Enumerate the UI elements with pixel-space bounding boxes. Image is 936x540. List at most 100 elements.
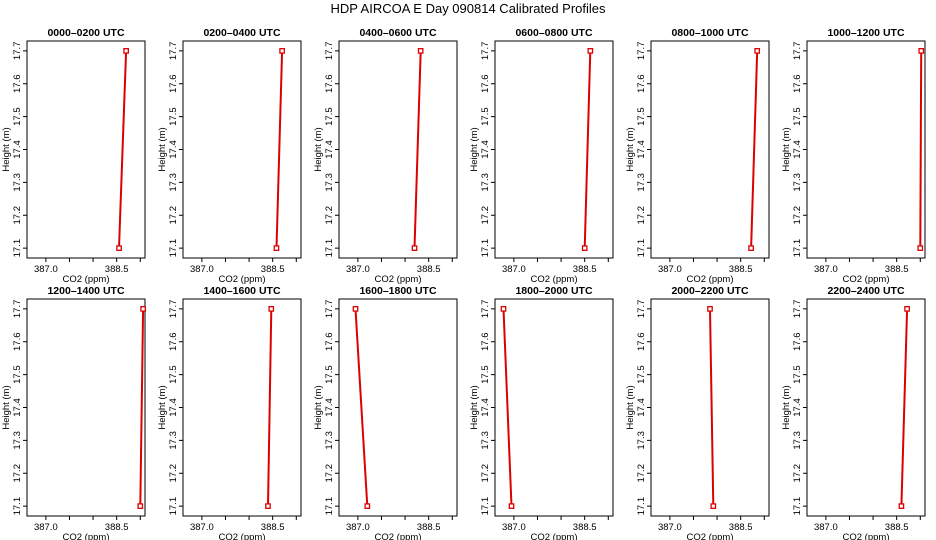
- chart-panel: 0200–0400 UTC 387.0 388.5 17.1 17.2 17.3 17.4 1…: [157, 27, 302, 285]
- x-axis-label: CO2 (ppm): [843, 274, 890, 285]
- chart-panel: 2200–2400 UTC 387.0 388.5 17.1 17.2 17.3 17.4 1…: [781, 285, 926, 540]
- y-tick-label: 17.5: [636, 365, 647, 384]
- chart-panel: 0800–1000 UTC 387.0 388.5 17.1 17.2 17.3 17.4 1…: [625, 27, 770, 285]
- y-tick-label: 17.7: [168, 300, 179, 319]
- data-point: [508, 503, 515, 509]
- x-tick-label: 387.0: [190, 522, 214, 533]
- y-tick-label: 17.1: [792, 239, 803, 257]
- y-tick-label: 17.5: [12, 365, 23, 384]
- y-tick-label: 17.1: [480, 239, 491, 257]
- profile-line: [354, 308, 369, 507]
- plot-frame: [338, 40, 458, 259]
- y-tick-label: 17.4: [168, 140, 179, 159]
- x-tick-label: 388.5: [105, 522, 129, 533]
- profile-line: [275, 50, 284, 249]
- y-tick-label: 17.1: [12, 497, 23, 516]
- chart-panel: 1400–1600 UTC 387.0 388.5 17.1 17.2 17.3 17.4 1…: [157, 285, 302, 540]
- y-tick-label: 17.3: [168, 431, 179, 450]
- y-tick-label: 17.7: [480, 300, 491, 319]
- x-tick-label: 387.0: [814, 522, 838, 533]
- data-point: [904, 306, 910, 312]
- profile-line: [139, 308, 145, 507]
- y-tick-label: 17.1: [12, 239, 23, 257]
- y-tick-label: 17.6: [792, 74, 803, 93]
- y-tick-label: 17.4: [168, 398, 179, 417]
- y-tick-label: 17.4: [324, 140, 335, 159]
- profile-line: [750, 50, 759, 249]
- profile-line: [919, 50, 923, 249]
- panel-title: 2200–2400 UTC: [827, 285, 904, 297]
- x-axis-label: CO2 (ppm): [219, 274, 266, 285]
- x-tick-label: 388.5: [729, 264, 753, 275]
- x-axis-label: CO2 (ppm): [63, 274, 110, 285]
- x-axis-label: CO2 (ppm): [375, 532, 422, 540]
- y-axis-label: Height (m): [313, 127, 324, 171]
- x-axis-label: CO2 (ppm): [531, 274, 578, 285]
- data-point: [581, 245, 588, 251]
- y-tick-label: 17.3: [12, 431, 23, 450]
- panel-title: 0800–1000 UTC: [671, 27, 748, 39]
- figure-title: HDP AIRCOA E Day 090814 Calibrated Profi…: [330, 1, 606, 16]
- panel-title: 1200–1400 UTC: [47, 285, 124, 297]
- y-tick-label: 17.6: [636, 332, 647, 351]
- y-tick-label: 17.6: [324, 74, 335, 93]
- y-tick-label: 17.3: [168, 173, 179, 192]
- y-tick-label: 17.2: [324, 464, 335, 483]
- y-axis-label: Height (m): [781, 385, 792, 429]
- x-axis-label: CO2 (ppm): [219, 532, 266, 540]
- profile-line: [413, 50, 422, 249]
- y-tick-label: 17.7: [636, 42, 647, 61]
- chart-panel: 1600–1800 UTC 387.0 388.5 17.1 17.2 17.3 17.4 1…: [313, 285, 458, 540]
- profile-line: [267, 308, 273, 507]
- y-tick-label: 17.2: [168, 464, 179, 483]
- plot-frame: [26, 298, 146, 517]
- y-tick-label: 17.7: [12, 42, 23, 61]
- panel-title: 0400–0600 UTC: [359, 27, 436, 39]
- chart-panel: 1200–1400 UTC 387.0 388.5 17.1 17.2 17.3 17.4 1…: [1, 285, 146, 540]
- plot-frame: [806, 40, 926, 259]
- x-tick-label: 387.0: [34, 264, 58, 275]
- y-tick-label: 17.2: [480, 206, 491, 225]
- y-tick-label: 17.7: [792, 42, 803, 61]
- x-tick-label: 388.5: [885, 264, 909, 275]
- panel-title: 0000–0200 UTC: [47, 27, 124, 39]
- x-tick-label: 388.5: [261, 264, 285, 275]
- x-axis-label: CO2 (ppm): [531, 532, 578, 540]
- data-point: [273, 245, 280, 251]
- y-tick-label: 17.1: [324, 239, 335, 257]
- y-tick-label: 17.3: [12, 173, 23, 192]
- y-tick-label: 17.1: [636, 239, 647, 257]
- y-tick-label: 17.1: [480, 497, 491, 516]
- y-tick-label: 17.4: [792, 140, 803, 159]
- chart-panels: 0000–0200 UTC 387.0 388.5 17.1 17.2 17.3 17.4 1…: [1, 27, 926, 540]
- y-tick-label: 17.4: [792, 398, 803, 417]
- panel-title: 1800–2000 UTC: [515, 285, 592, 297]
- x-tick-label: 388.5: [885, 522, 909, 533]
- y-tick-label: 17.7: [324, 42, 335, 61]
- y-tick-label: 17.6: [12, 74, 23, 93]
- y-tick-label: 17.5: [792, 365, 803, 384]
- data-point: [710, 503, 717, 509]
- y-tick-label: 17.5: [636, 107, 647, 126]
- data-point: [352, 306, 359, 312]
- plot-frame: [494, 40, 614, 259]
- y-tick-label: 17.2: [636, 206, 647, 225]
- data-point: [754, 48, 761, 54]
- profile-line: [118, 50, 128, 249]
- y-tick-label: 17.2: [12, 464, 23, 483]
- data-point: [500, 306, 507, 312]
- y-tick-label: 17.7: [636, 300, 647, 319]
- x-tick-label: 387.0: [346, 522, 370, 533]
- chart-panel: 0000–0200 UTC 387.0 388.5 17.1 17.2 17.3 17.4 1…: [1, 27, 146, 285]
- panel-title: 0200–0400 UTC: [203, 27, 280, 39]
- y-tick-label: 17.3: [792, 431, 803, 450]
- x-tick-label: 388.5: [105, 264, 129, 275]
- x-axis-label: CO2 (ppm): [687, 532, 734, 540]
- data-point: [587, 48, 594, 54]
- y-tick-label: 17.2: [324, 206, 335, 225]
- y-tick-label: 17.7: [480, 42, 491, 61]
- y-tick-label: 17.1: [792, 497, 803, 516]
- y-axis-label: Height (m): [1, 385, 12, 429]
- data-point: [417, 48, 424, 54]
